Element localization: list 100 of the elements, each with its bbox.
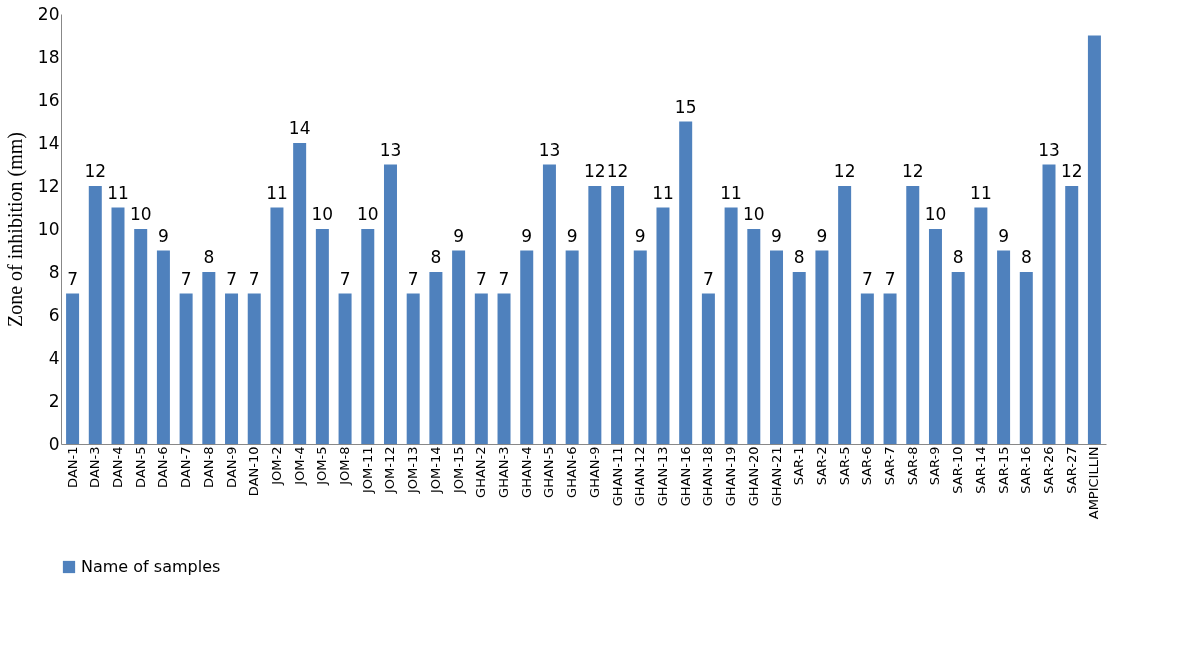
x-tick-label: JOM-13: [405, 446, 421, 495]
x-tick-label: DAN-10: [246, 446, 262, 497]
data-label: 7: [498, 268, 510, 289]
x-tick-label: JOM-11: [359, 446, 375, 495]
data-label: 10: [742, 204, 765, 224]
x-tick-label: SAR-6: [859, 446, 875, 486]
x-tick-label: DAN-7: [178, 446, 194, 488]
data-label: 12: [584, 161, 606, 181]
x-tick-label: DAN-4: [110, 446, 125, 488]
x-tick-label: GHAN-16: [677, 446, 693, 507]
bar: [202, 272, 216, 444]
bar: [134, 229, 148, 444]
x-tick-label: GHAN-18: [700, 446, 716, 507]
x-tick-label: SAR-16: [1018, 446, 1034, 494]
data-label: 7: [226, 268, 237, 289]
bar: [588, 186, 602, 444]
x-tick-label: SAR-7: [882, 446, 898, 486]
data-label: 11: [970, 182, 992, 203]
bar: [270, 207, 284, 444]
x-tick-label: GHAN-21: [768, 446, 784, 507]
x-tick-label: GHAN-9: [586, 446, 602, 498]
bar: [293, 143, 307, 444]
bar: [429, 272, 443, 444]
y-tick-label: 8: [48, 261, 60, 282]
data-label: 7: [407, 268, 419, 289]
x-tick-label: GHAN-19: [723, 446, 739, 507]
data-label: 13: [1038, 139, 1060, 160]
x-tick-label: JOM-15: [450, 446, 466, 495]
x-tick-label: GHAN-13: [654, 446, 670, 507]
x-tick-label: DAN-5: [132, 446, 148, 488]
data-label: 8: [430, 247, 442, 267]
bar: [361, 229, 375, 444]
y-tick-label: 14: [37, 132, 60, 153]
y-tick-label: 10: [37, 218, 60, 239]
bar: [724, 207, 738, 444]
bar: [951, 272, 965, 444]
data-label: 8: [1020, 247, 1032, 267]
x-tick-label: SAR-14: [972, 446, 988, 494]
data-label: 10: [129, 204, 152, 224]
x-tick-label: GHAN-4: [518, 446, 534, 498]
x-tick-label: DAN-1: [64, 446, 80, 488]
data-label: 9: [771, 225, 782, 246]
x-tick-label: SAR-10: [950, 446, 966, 494]
data-label: 10: [356, 204, 379, 224]
data-label: 7: [67, 268, 78, 289]
data-label: 9: [158, 225, 169, 246]
data-label: 12: [606, 161, 629, 181]
data-label: 10: [924, 204, 947, 224]
bar: [906, 186, 920, 444]
bar: [565, 250, 579, 444]
bar: [111, 207, 125, 444]
data-label: 12: [833, 161, 856, 181]
bar: [452, 250, 466, 444]
y-tick-label: 0: [48, 433, 60, 454]
x-tick-label: GHAN-12: [632, 446, 648, 507]
data-label: 13: [538, 139, 561, 160]
data-label: 9: [998, 225, 1009, 246]
data-label: 14: [288, 118, 311, 138]
x-tick-label: JOM-5: [314, 446, 330, 486]
x-tick-label: DAN-6: [155, 446, 171, 488]
data-label: 8: [793, 247, 805, 267]
x-tick-label: SAR-5: [836, 446, 852, 486]
bar: [225, 293, 239, 444]
x-tick-label: JOM-14: [427, 446, 443, 495]
bar: [611, 186, 625, 444]
x-tick-label: SAR-9: [927, 446, 943, 486]
legend-label: Name of samples: [81, 557, 221, 576]
data-label: 11: [652, 182, 674, 203]
x-tick-label: GHAN-3: [496, 446, 512, 498]
bar: [701, 293, 715, 444]
bar: [1042, 164, 1056, 444]
bar: [156, 250, 170, 444]
data-label: 11: [107, 182, 129, 203]
bar: [247, 293, 261, 444]
bar: [770, 250, 784, 444]
data-label: 9: [816, 225, 828, 246]
x-tick-label: JOM-12: [382, 446, 398, 495]
bar: [1019, 272, 1033, 444]
x-tick-label: GHAN-20: [745, 446, 761, 507]
x-tick-label: GHAN-11: [609, 446, 625, 507]
x-tick-label: DAN-9: [223, 446, 239, 488]
y-tick-label: 16: [37, 89, 60, 110]
data-label: 7: [861, 268, 873, 289]
data-label: 7: [884, 268, 896, 289]
data-label: 7: [339, 268, 351, 289]
data-label: 9: [634, 225, 646, 246]
x-tick-label: SAR-2: [813, 446, 829, 486]
bar: [88, 186, 102, 444]
x-tick-label: AMPICILLIN: [1086, 446, 1102, 520]
data-label: 9: [453, 225, 465, 246]
x-tick-label: SAR-15: [995, 446, 1011, 494]
x-tick-label: SAR-27: [1063, 446, 1079, 494]
bar: [815, 250, 829, 444]
x-tick-label: DAN-8: [200, 446, 216, 488]
bar: [860, 293, 874, 444]
y-tick-label: 18: [37, 46, 60, 67]
x-tick-label: SAR-26: [1041, 446, 1056, 494]
bar: [406, 293, 420, 444]
bar: [838, 186, 852, 444]
x-tick-label: GHAN-2: [473, 446, 489, 498]
